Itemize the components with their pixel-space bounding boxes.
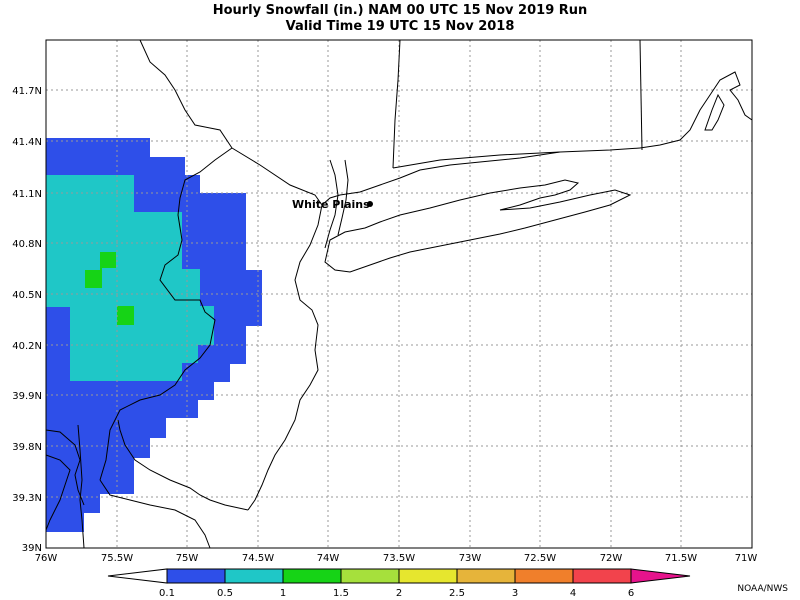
credit-label: NOAA/NWS [737,584,788,594]
lon-label: 71.5W [665,553,697,564]
boundaries [45,39,753,549]
lat-label: 41.4N [12,137,42,148]
snowfall-area-1-1.5 [117,306,134,325]
lat-label: 41.7N [12,86,42,97]
colorbar-box [572,568,632,584]
colorbar-label: 1 [280,588,286,599]
snowfall-area-0.5-1 [46,175,214,381]
colorbar-label: 0.1 [159,588,175,599]
lon-label: 76W [35,553,58,564]
lat-label: 40.5N [12,290,42,301]
colorbar-box [514,568,574,584]
colorbar-label: 2 [396,588,402,599]
lat-label: 39N [22,543,42,554]
white-plains-label: White Plains [292,198,370,211]
lat-label: 40.2N [12,341,42,352]
colorbar-high-arrow [630,568,691,584]
lat-labels: 41.7N 41.4N 41.1N 40.8N 40.5N 40.2N 39.9… [12,86,42,554]
lon-labels: 76W 75.5W 75W 74.5W 74W 73.5W 73W 72.5W … [35,553,758,564]
lat-label: 39.9N [12,391,42,402]
colorbar-labels: 0.1 0.5 1 1.5 2 2.5 3 4 6 [159,588,634,599]
white-plains-marker [367,201,373,207]
map-frame [45,39,753,549]
lon-label: 75W [176,553,199,564]
colorbar-label: 2.5 [449,588,465,599]
colorbar-box [456,568,516,584]
colorbar-label: 4 [570,588,576,599]
map-subtitle: Valid Time 19 UTC 15 Nov 2018 [285,19,515,34]
colorbar-label: 1.5 [333,588,349,599]
lon-label: 71W [735,553,758,564]
map-title: Hourly Snowfall (in.) NAM 00 UTC 15 Nov … [212,3,588,18]
colorbar-box [166,568,226,584]
snowfall-area-1-1.5 [85,252,116,288]
lat-label: 39.8N [12,442,42,453]
colorbar-box [282,568,342,584]
lat-lon-grid [46,40,752,548]
lon-label: 74.5W [242,553,274,564]
lon-label: 72W [600,553,623,564]
lon-label: 73W [459,553,482,564]
lat-label: 39.3N [12,493,42,504]
colorbar-label: 3 [512,588,518,599]
colorbar-box [224,568,284,584]
snowfall-shading [46,138,262,532]
colorbar-label: 0.5 [217,588,233,599]
lon-label: 74W [317,553,340,564]
lon-label: 73.5W [383,553,415,564]
lat-label: 41.1N [12,189,42,200]
colorbar-label: 6 [628,588,634,599]
colorbar-box [340,568,400,584]
lat-label: 40.8N [12,239,42,250]
colorbar-box [398,568,458,584]
lon-label: 75.5W [101,553,133,564]
colorbar-low-arrow [107,568,168,584]
lon-label: 72.5W [524,553,556,564]
colorbar [107,568,691,584]
